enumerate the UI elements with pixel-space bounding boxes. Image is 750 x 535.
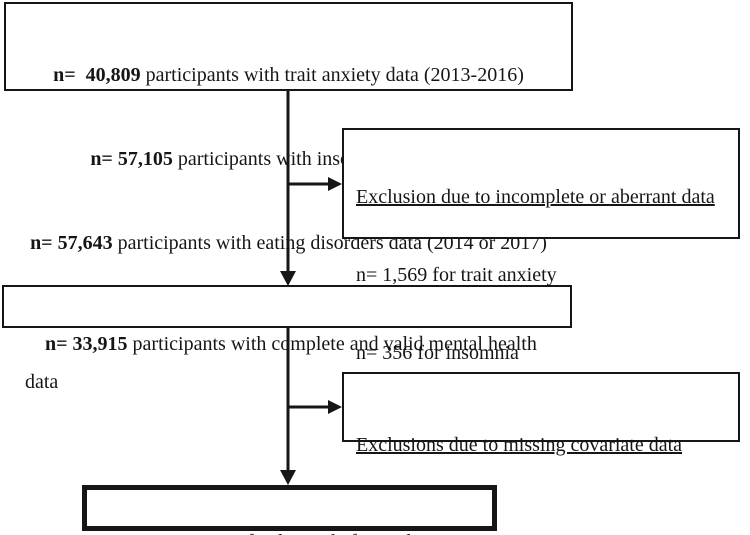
cohort-box: n= 40,809 participants with trait anxiet…	[4, 2, 573, 254]
exclusion-1-item-trait-anxiety: n= 1,569 for trait anxiety	[356, 264, 557, 286]
cohort-text-eating-disorders: participants with eating disorders data …	[112, 232, 547, 254]
exclusion-2-heading: Exclusions due to missing covariate data	[356, 434, 683, 456]
cohort-n-eating-disorders: n= 57,643	[30, 232, 113, 254]
exclusion-box-missing-covariates: Exclusions due to missing covariate data…	[342, 372, 740, 534]
exclusion-1-item-insomnia: n= 356 for insomnia	[356, 340, 730, 366]
cohort-n-insomnia: n= 57,105	[90, 148, 173, 170]
arrowhead-right-to-exclusion-2-icon	[328, 400, 342, 414]
complete-data-n: n= 33,915	[45, 333, 128, 355]
exclusion-box-incomplete-data: Exclusion due to incomplete or aberrant …	[342, 128, 740, 442]
cohort-n-trait-anxiety: n= 40,809	[53, 64, 141, 86]
final-sample-box: N= 33,658 final sample for analysis	[82, 485, 497, 535]
complete-data-text: participants with complete and valid men…	[25, 333, 542, 393]
complete-data-box: n= 33,915 participants with complete and…	[2, 285, 572, 393]
final-sample-n: 33,658	[187, 531, 242, 535]
arrowhead-down-to-final-icon	[280, 470, 296, 485]
cohort-line-eating-disorders: n= 57,643 participants with eating disor…	[6, 229, 571, 257]
cohort-line-trait-anxiety: n= 40,809 participants with trait anxiet…	[6, 61, 571, 89]
cohort-text-trait-anxiety: participants with trait anxiety data (20…	[140, 64, 524, 86]
final-sample-prefix: N=	[156, 531, 187, 535]
exclusion-1-heading: Exclusion due to incomplete or aberrant …	[356, 186, 715, 208]
final-sample-text: final sample for analysis	[242, 531, 443, 535]
